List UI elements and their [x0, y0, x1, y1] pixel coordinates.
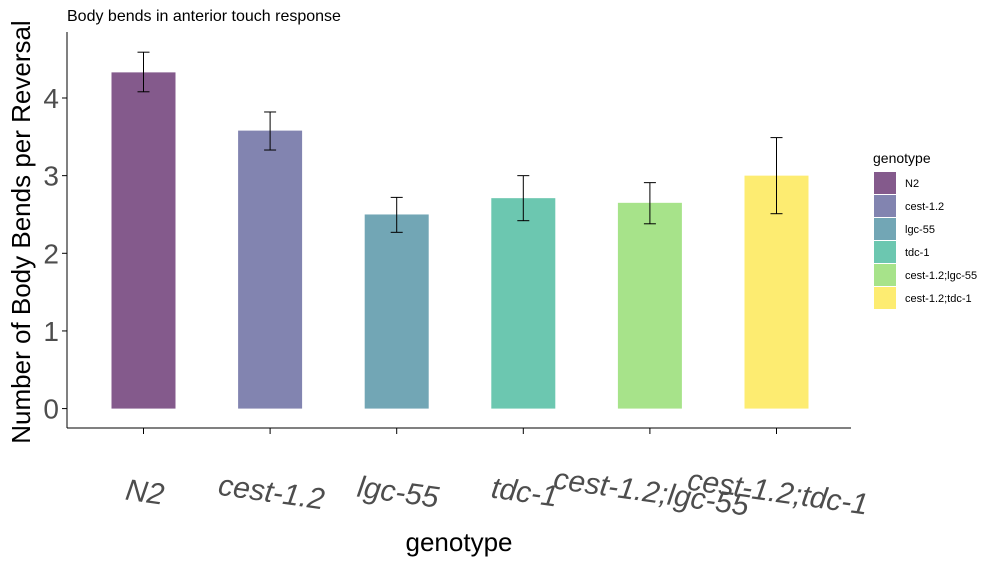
legend-swatch-cest-1-2-tdc-1 — [874, 287, 896, 309]
y-tick-label-4: 4 — [43, 83, 59, 114]
x-axis-ticks: N2 cest-1.2 lgc-55 tdc-1cest-1.2;lgc-55cest… — [124, 428, 870, 523]
legend-label-cest-1-2-lgc-55: cest-1.2;lgc-55 — [905, 270, 977, 282]
legend-label-lgc-55: lgc-55 — [905, 224, 935, 236]
y-axis-title: Number of Body Bends per Reversal — [6, 20, 36, 443]
x-axis-title: genotype — [406, 527, 513, 557]
chart-title: Body bends in anterior touch response — [67, 8, 341, 25]
legend-swatch-cest-1-2-lgc-55 — [874, 264, 896, 286]
legend: genotype N2 cest-1.2 lgc-55 tdc-1 cest-1.2;l… — [873, 150, 977, 309]
bar-n2 — [111, 72, 176, 409]
plot-area — [111, 51, 809, 409]
x-tick-label-tdc-1: tdc-1 — [489, 472, 560, 514]
y-axis-ticks: 0 1 2 3 4 — [43, 83, 67, 425]
legend-swatch-lgc-55 — [874, 218, 896, 240]
x-tick-label-n2: N2 — [124, 474, 167, 512]
legend-swatch-tdc-1 — [874, 241, 896, 263]
bar-tdc-1 — [491, 198, 556, 409]
bar-cest-1-2 — [238, 130, 303, 409]
legend-swatch-n2 — [874, 172, 896, 194]
x-tick-label-lgc-55: lgc-55 — [355, 471, 441, 515]
legend-label-cest-1-2-tdc-1: cest-1.2;tdc-1 — [905, 293, 972, 305]
bar-cest-1-2-tdc-1 — [744, 175, 809, 409]
y-tick-label-1: 1 — [43, 316, 59, 347]
legend-swatch-cest-1-2 — [874, 195, 896, 217]
legend-label-n2: N2 — [905, 178, 919, 190]
legend-title: genotype — [873, 150, 931, 166]
legend-label-cest-1-2: cest-1.2 — [905, 201, 944, 213]
legend-label-tdc-1: tdc-1 — [905, 247, 929, 259]
bar-cest-1-2-lgc-55 — [617, 202, 682, 409]
y-tick-label-2: 2 — [43, 238, 59, 269]
y-tick-label-0: 0 — [43, 394, 59, 425]
y-tick-label-3: 3 — [43, 161, 59, 192]
x-tick-label-cest-1-2: cest-1.2 — [216, 469, 327, 517]
bar-lgc-55 — [364, 214, 429, 409]
